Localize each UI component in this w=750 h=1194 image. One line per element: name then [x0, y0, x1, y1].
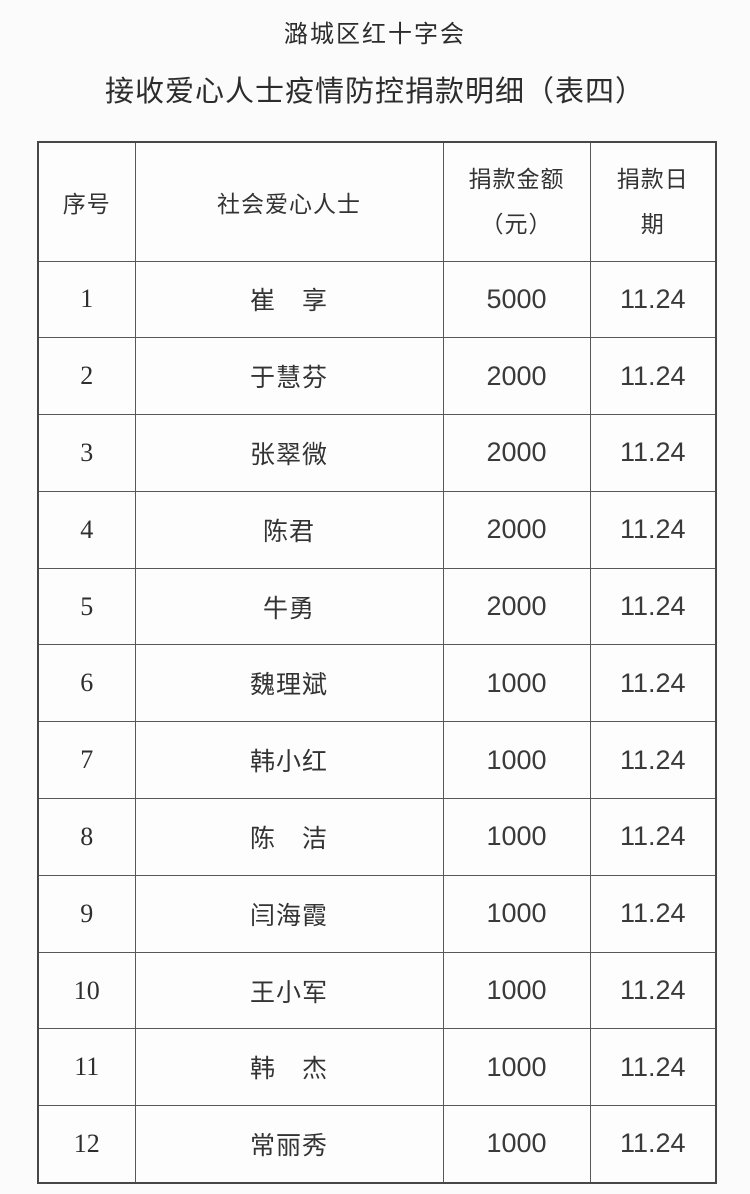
donation-amount: 1000: [442, 721, 591, 800]
header-date: 捐款日 期: [589, 141, 717, 262]
row-index: 7: [37, 721, 136, 800]
donation-date: 11.24: [589, 1105, 717, 1184]
header-amount-line1: 捐款金额: [468, 165, 565, 192]
donation-date: 11.24: [589, 721, 717, 800]
donation-amount: 2000: [442, 490, 591, 569]
donation-table-body: 1 崔 享 5000 11.24 2 于慧芬 2000 11.24 3 张翠微 …: [37, 260, 717, 1184]
row-index: 10: [37, 951, 136, 1030]
row-index: 5: [37, 567, 136, 646]
donor-name: 魏理斌: [134, 644, 444, 723]
donation-date: 11.24: [589, 951, 717, 1030]
table-row: 2 于慧芬 2000 11.24: [37, 337, 717, 416]
table-row: 7 韩小红 1000 11.24: [37, 721, 717, 800]
donation-date: 11.24: [589, 490, 717, 569]
donor-name: 陈君: [134, 490, 444, 569]
table-row: 4 陈君 2000 11.24: [37, 490, 717, 569]
donation-date: 11.24: [589, 874, 717, 953]
header-donor: 社会爱心人士: [134, 141, 444, 262]
donation-date: 11.24: [589, 337, 717, 416]
donor-name: 韩 杰: [134, 1028, 444, 1107]
donation-amount: 1000: [442, 1028, 591, 1107]
header-index: 序号: [37, 141, 136, 262]
donor-name: 张翠微: [134, 414, 444, 492]
donation-amount: 2000: [442, 337, 591, 416]
document-title: 潞城区红十字会: [284, 21, 466, 48]
donor-name: 于慧芬: [134, 337, 444, 416]
donation-date: 11.24: [589, 1028, 717, 1107]
row-index: 11: [37, 1028, 136, 1107]
row-index: 1: [37, 260, 136, 339]
row-index: 2: [37, 337, 136, 416]
header-row: 序号 社会爱心人士 捐款金额 （元） 捐款日 期: [37, 141, 717, 262]
donation-table: 序号 社会爱心人士 捐款金额 （元） 捐款日 期 1 崔 享 5: [37, 141, 717, 1184]
header-amount-line2: （元）: [480, 210, 553, 237]
row-index: 3: [37, 414, 136, 492]
donation-amount: 1000: [442, 644, 591, 723]
table-row: 9 闫海霞 1000 11.24: [37, 874, 717, 953]
donor-name: 闫海霞: [134, 874, 444, 953]
donation-amount: 1000: [442, 798, 591, 876]
donor-name: 韩小红: [134, 721, 444, 800]
donation-date: 11.24: [589, 414, 717, 492]
table-row: 1 崔 享 5000 11.24: [37, 260, 717, 339]
donation-amount: 1000: [442, 874, 591, 953]
donor-name: 陈 洁: [134, 798, 444, 876]
donor-name: 王小军: [134, 951, 444, 1030]
donation-date: 11.24: [589, 260, 717, 339]
donation-amount: 2000: [442, 414, 591, 492]
row-index: 9: [37, 874, 136, 953]
table-row: 12 常丽秀 1000 11.24: [37, 1105, 717, 1184]
table-row: 5 牛勇 2000 11.24: [37, 567, 717, 646]
table-row: 6 魏理斌 1000 11.24: [37, 644, 717, 723]
donation-table-header: 序号 社会爱心人士 捐款金额 （元） 捐款日 期: [37, 141, 717, 262]
row-index: 8: [37, 798, 136, 876]
donation-date: 11.24: [589, 567, 717, 646]
row-index: 6: [37, 644, 136, 723]
donation-amount: 1000: [442, 1105, 591, 1184]
row-index: 12: [37, 1105, 136, 1184]
donor-name: 崔 享: [134, 260, 444, 339]
donor-name: 常丽秀: [134, 1105, 444, 1184]
donor-name: 牛勇: [134, 567, 444, 646]
header-amount: 捐款金额 （元）: [442, 141, 591, 262]
header-date-line2: 期: [640, 210, 665, 237]
header-date-line1: 捐款日: [616, 165, 689, 192]
table-row: 11 韩 杰 1000 11.24: [37, 1028, 717, 1107]
table-row: 8 陈 洁 1000 11.24: [37, 798, 717, 876]
table-row: 3 张翠微 2000 11.24: [37, 414, 717, 492]
donation-date: 11.24: [589, 798, 717, 876]
donation-amount: 5000: [442, 260, 591, 339]
donation-amount: 2000: [442, 567, 591, 646]
row-index: 4: [37, 490, 136, 569]
document-subtitle: 接收爱心人士疫情防控捐款明细（表四）: [104, 76, 645, 108]
donation-date: 11.24: [589, 644, 717, 723]
donation-amount: 1000: [442, 951, 591, 1030]
table-row: 10 王小军 1000 11.24: [37, 951, 717, 1030]
